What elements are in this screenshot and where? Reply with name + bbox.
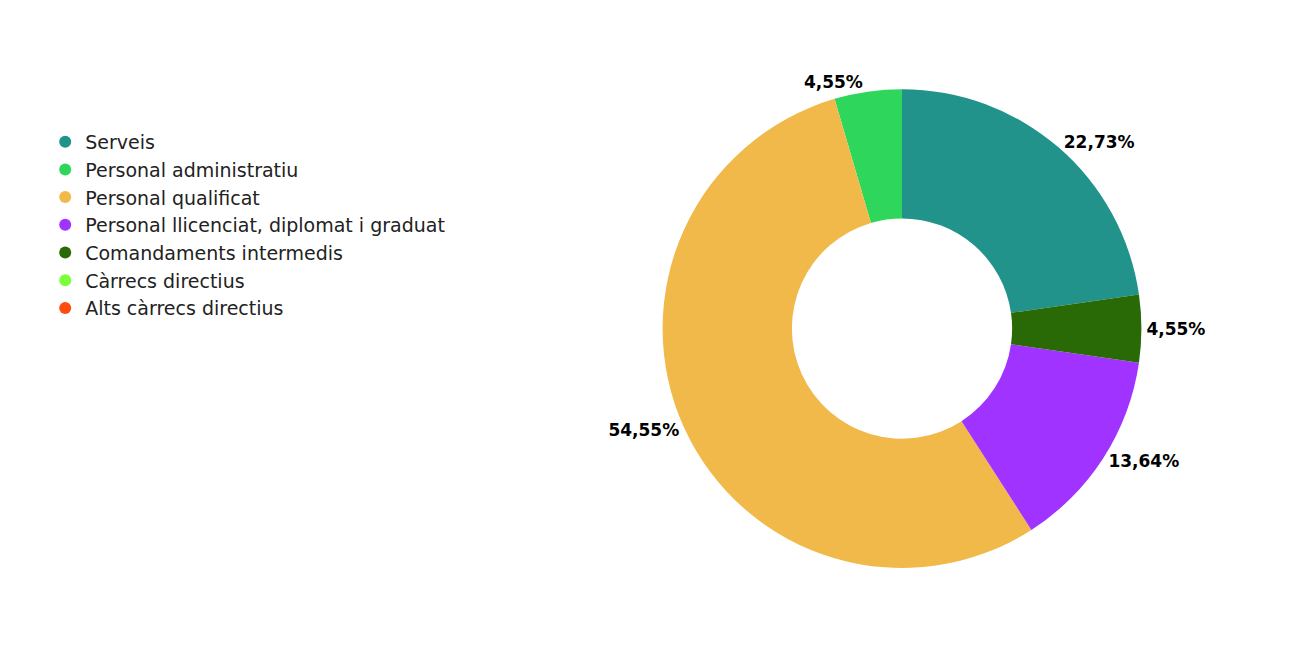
svg-text:4,55%: 4,55% <box>804 72 863 92</box>
svg-text:22,73%: 22,73% <box>1064 132 1135 152</box>
svg-text:Alts càrrecs directius: Alts càrrecs directius <box>85 297 283 319</box>
svg-text:13,64%: 13,64% <box>1108 451 1179 471</box>
svg-text:Serveis: Serveis <box>85 131 155 153</box>
svg-text:4,55%: 4,55% <box>1146 319 1205 339</box>
svg-text:Personal qualificat: Personal qualificat <box>85 187 260 209</box>
svg-text:Personal administratiu: Personal administratiu <box>85 159 298 181</box>
svg-text:Personal llicenciat, diplomat: Personal llicenciat, diplomat i graduat <box>85 214 445 236</box>
svg-text:54,55%: 54,55% <box>608 420 679 440</box>
svg-text:Comandaments intermedis: Comandaments intermedis <box>85 242 343 264</box>
svg-text:Càrrecs directius: Càrrecs directius <box>85 270 244 292</box>
